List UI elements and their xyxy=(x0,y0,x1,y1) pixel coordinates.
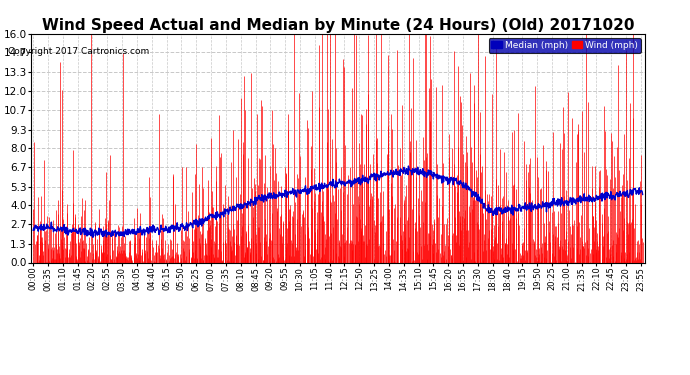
Text: Copyright 2017 Cartronics.com: Copyright 2017 Cartronics.com xyxy=(8,47,150,56)
Title: Wind Speed Actual and Median by Minute (24 Hours) (Old) 20171020: Wind Speed Actual and Median by Minute (… xyxy=(42,18,634,33)
Legend: Median (mph), Wind (mph): Median (mph), Wind (mph) xyxy=(489,38,640,53)
